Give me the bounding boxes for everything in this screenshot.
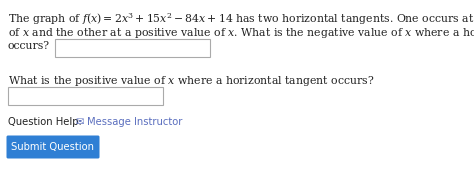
Bar (8, 87, 163, 105)
Text: occurs?: occurs? (8, 41, 50, 51)
Text: ✉: ✉ (75, 117, 83, 127)
Text: Message Instructor: Message Instructor (87, 117, 182, 127)
Bar (55, 39, 210, 57)
Text: Question Help:: Question Help: (8, 117, 82, 127)
Text: Submit Question: Submit Question (11, 142, 94, 152)
Text: of $x$ and the other at a positive value of $x$. What is the negative value of $: of $x$ and the other at a positive value… (8, 26, 474, 40)
FancyBboxPatch shape (7, 136, 100, 158)
Text: What is the positive value of $x$ where a horizontal tangent occurs?: What is the positive value of $x$ where … (8, 74, 374, 88)
Text: The graph of $f(x) = 2x^3 + 15x^2 - 84x + 14$ has two horizontal tangents. One o: The graph of $f(x) = 2x^3 + 15x^2 - 84x … (8, 11, 474, 27)
